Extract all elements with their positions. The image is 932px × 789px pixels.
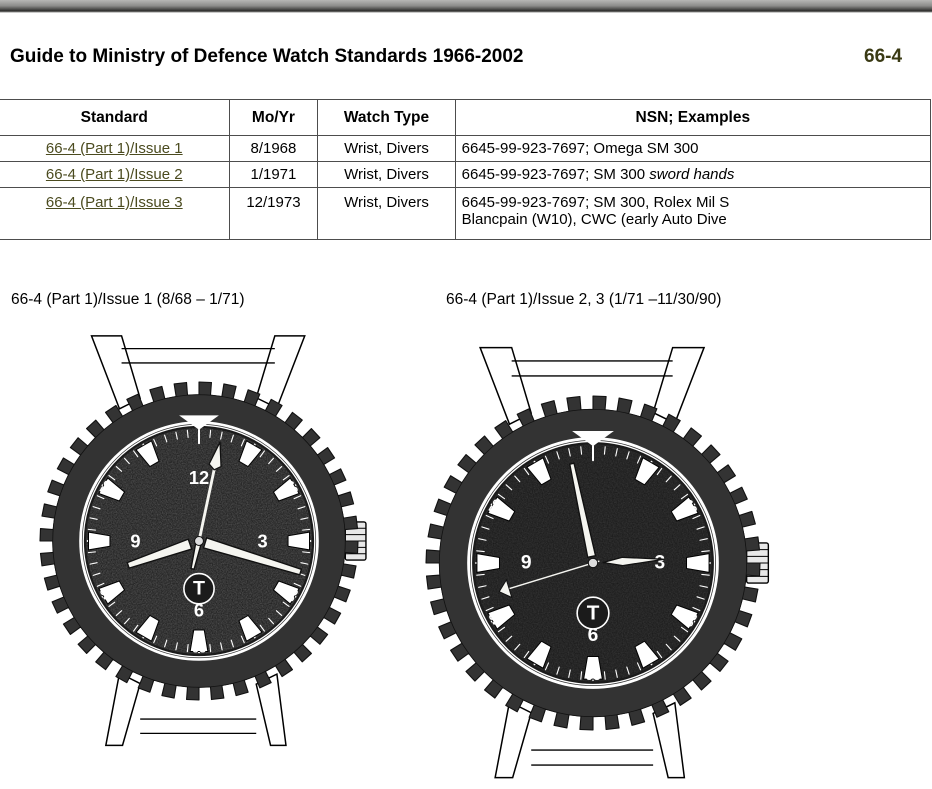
svg-text:T: T — [193, 578, 205, 600]
svg-text:T: T — [587, 602, 600, 625]
svg-text:30: 30 — [585, 668, 601, 683]
svg-text:12: 12 — [189, 467, 209, 488]
svg-text:3: 3 — [258, 531, 268, 552]
svg-text:30: 30 — [192, 640, 206, 655]
svg-text:9: 9 — [130, 531, 140, 552]
svg-text:9: 9 — [521, 553, 532, 574]
svg-text:3: 3 — [654, 553, 665, 574]
